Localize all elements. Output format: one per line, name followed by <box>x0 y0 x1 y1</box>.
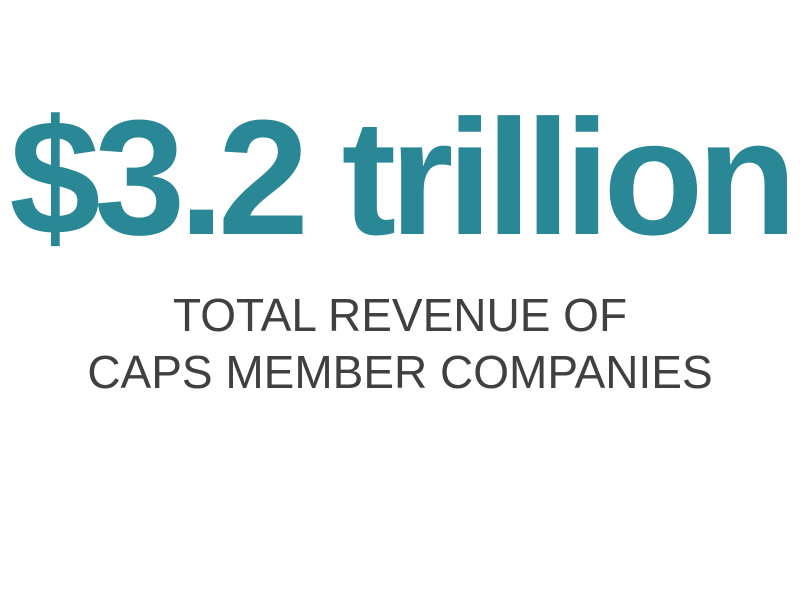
headline-figure: $3.2 trillion <box>9 86 797 269</box>
subtitle: TOTAL REVENUE OF CAPS MEMBER COMPANIES <box>0 287 800 401</box>
subtitle-line-1: TOTAL REVENUE OF <box>172 289 628 341</box>
subtitle-line-2: CAPS MEMBER COMPANIES <box>87 346 713 398</box>
